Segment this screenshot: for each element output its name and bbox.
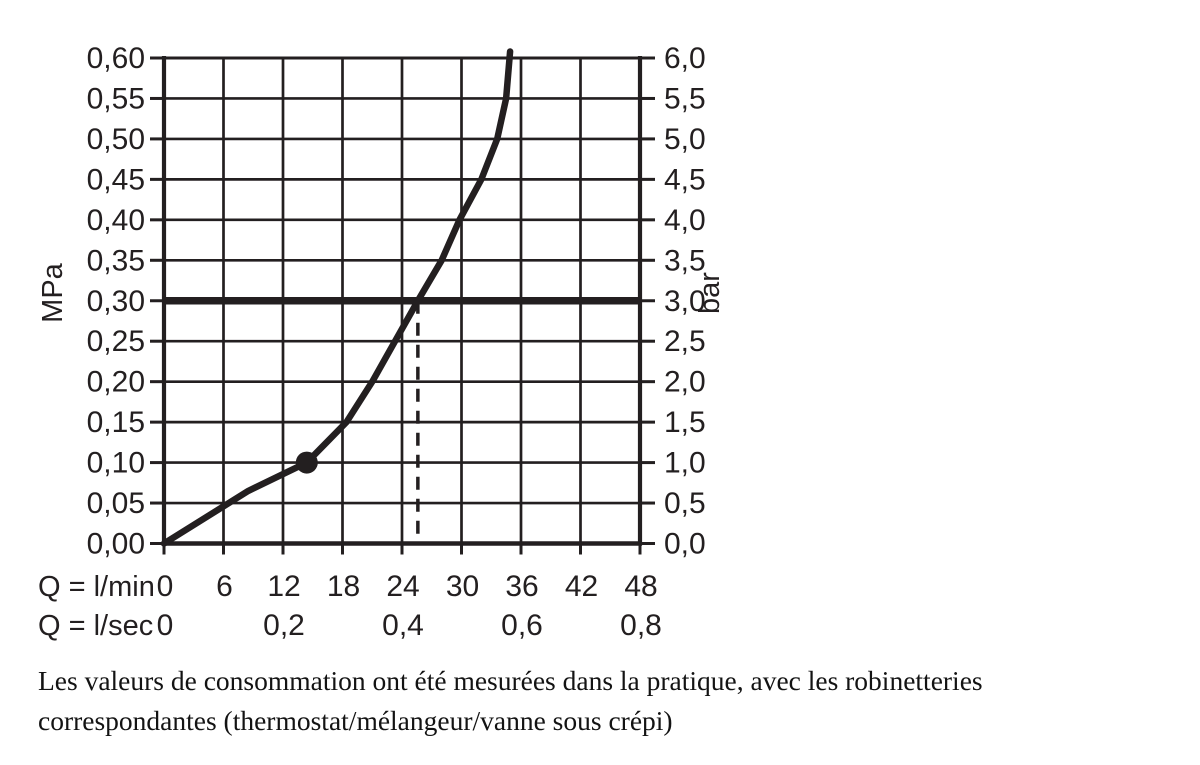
y-right-unit-label: bar — [694, 272, 726, 314]
y-left-unit-label: MPa — [37, 262, 69, 323]
y-left-tick-label: 0,35 — [87, 244, 145, 277]
y-left-tick-label: 0,30 — [87, 285, 145, 318]
y-left-tick-label: 0,55 — [87, 82, 145, 115]
y-right-tick-label: 5,0 — [664, 123, 706, 156]
caption-line-2: correspondantes (thermostat/mélangeur/va… — [38, 705, 673, 736]
x-tick-label-lmin: 36 — [505, 570, 538, 603]
y-right-tick-label: 0,0 — [664, 528, 706, 561]
curve-marker-dot — [295, 451, 318, 474]
y-right-tick-label: 6,0 — [664, 42, 706, 75]
x-tick-label-lmin: 18 — [327, 570, 360, 603]
x-tick-label-lmin: 6 — [216, 570, 233, 603]
x-tick-label-lmin: 24 — [386, 570, 419, 603]
x-tick-label-lsec: 0,6 — [501, 609, 543, 642]
y-left-tick-label: 0,10 — [87, 447, 145, 480]
y-left-tick-label: 0,25 — [87, 325, 145, 358]
y-right-tick-label: 2,0 — [664, 366, 706, 399]
x-tick-label-lsec: 0,2 — [263, 609, 305, 642]
x-tick-label-lmin: 48 — [624, 570, 657, 603]
y-left-tick-label: 0,60 — [87, 42, 145, 75]
x-axis-label-lmin: Q = l/min — [38, 571, 155, 603]
y-right-tick-label: 4,0 — [664, 204, 706, 237]
y-left-tick-label: 0,00 — [87, 528, 145, 561]
x-tick-label-lmin: 0 — [157, 570, 174, 603]
y-left-tick-label: 0,20 — [87, 366, 145, 399]
x-axis-label-lsec: Q = l/sec — [38, 610, 153, 642]
x-tick-label-lsec: 0 — [157, 609, 174, 642]
y-right-tick-label: 4,5 — [664, 163, 706, 196]
y-right-tick-label: 5,5 — [664, 82, 706, 115]
y-right-tick-label: 2,5 — [664, 325, 706, 358]
x-tick-label-lsec: 0,4 — [382, 609, 424, 642]
y-left-tick-label: 0,15 — [87, 406, 145, 439]
y-right-tick-label: 3,0 — [664, 285, 706, 318]
y-left-tick-label: 0,05 — [87, 487, 145, 520]
x-tick-label-lmin: 42 — [565, 570, 598, 603]
x-tick-label-lsec: 0,8 — [620, 609, 662, 642]
x-tick-label-lmin: 30 — [446, 570, 479, 603]
y-right-tick-label: 1,0 — [664, 447, 706, 480]
y-right-tick-label: 0,5 — [664, 487, 706, 520]
flow-pressure-chart: 0,60 6,00,55 5,50,50 5,00,45 4,50,40 4,00,35 3… — [37, 42, 726, 642]
caption: Les valeurs de consommation ont été mesu… — [38, 661, 1138, 741]
y-left-tick-label: 0,50 — [87, 123, 145, 156]
y-left-tick-label: 0,45 — [87, 163, 145, 196]
y-left-tick-label: 0,40 — [87, 204, 145, 237]
x-tick-label-lmin: 12 — [267, 570, 300, 603]
caption-line-1: Les valeurs de consommation ont été mesu… — [38, 665, 983, 696]
y-right-tick-label: 1,5 — [664, 406, 706, 439]
y-right-tick-label: 3,5 — [664, 244, 706, 277]
